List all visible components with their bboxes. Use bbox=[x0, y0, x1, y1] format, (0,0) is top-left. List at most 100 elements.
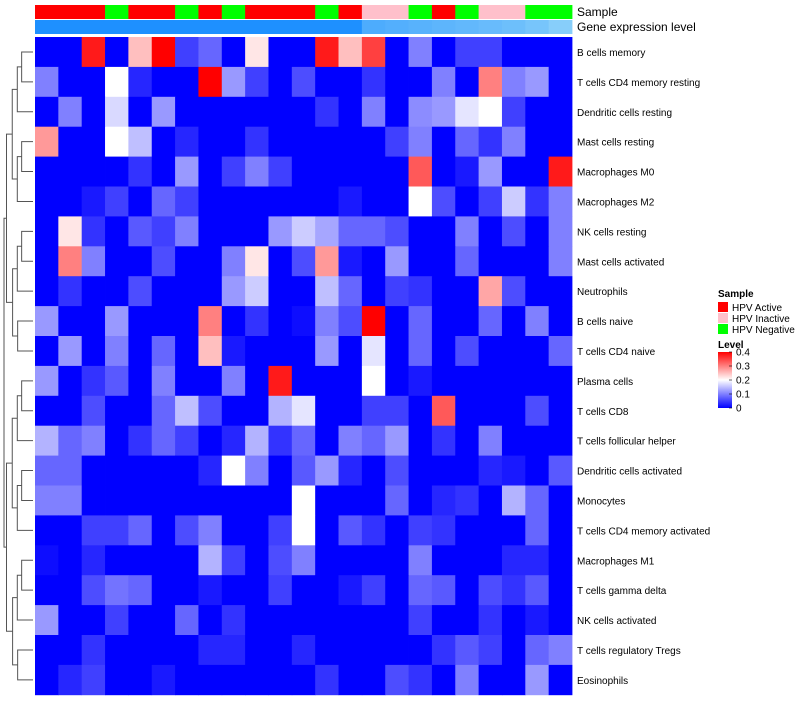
heatmap-cell bbox=[315, 635, 339, 666]
heatmap-cell bbox=[478, 336, 503, 367]
heatmap-cell bbox=[268, 365, 293, 397]
expression-annotation-cell bbox=[105, 20, 129, 34]
heatmap-cell bbox=[501, 605, 526, 636]
heatmap-cell bbox=[525, 575, 550, 606]
heatmap-cell bbox=[198, 395, 223, 427]
heatmap-cell bbox=[385, 37, 409, 68]
heatmap-cell bbox=[221, 306, 246, 337]
heatmap-cell bbox=[478, 575, 503, 606]
heatmap-cell bbox=[338, 66, 363, 98]
heatmap-cell bbox=[245, 186, 269, 217]
heatmap-cell bbox=[245, 96, 269, 128]
row-label: Mast cells resting bbox=[577, 138, 654, 149]
sample-track-label: Sample bbox=[577, 5, 618, 19]
heatmap-cell bbox=[198, 575, 223, 606]
heatmap-cell bbox=[128, 37, 153, 68]
heatmap-cell bbox=[408, 545, 433, 576]
heatmap-cell bbox=[198, 246, 223, 277]
heatmap-cell bbox=[151, 336, 176, 367]
heatmap-cell bbox=[128, 545, 153, 576]
heatmap-cell bbox=[58, 365, 83, 397]
heatmap-cell bbox=[525, 216, 550, 247]
heatmap-cell bbox=[385, 66, 409, 98]
heatmap-cell bbox=[128, 336, 153, 367]
row-label: Dendritic cells resting bbox=[577, 108, 672, 119]
expression-annotation-cell bbox=[548, 20, 573, 34]
heatmap-cell bbox=[81, 575, 106, 606]
sample-annotation-cell bbox=[268, 5, 293, 19]
heatmap-cell bbox=[81, 156, 106, 187]
heatmap-cell bbox=[315, 96, 339, 128]
heatmap-cell bbox=[268, 575, 293, 606]
heatmap-cell bbox=[361, 455, 386, 486]
heatmap-cell bbox=[431, 186, 456, 217]
heatmap-cell bbox=[175, 216, 199, 247]
heatmap-cell bbox=[81, 186, 106, 217]
heatmap-cells bbox=[35, 37, 573, 696]
row-label: T cells CD4 memory activated bbox=[577, 526, 710, 537]
heatmap-cell bbox=[245, 126, 269, 157]
heatmap-cell bbox=[408, 365, 433, 397]
heatmap-cell bbox=[408, 425, 433, 456]
heatmap-cell bbox=[431, 216, 456, 247]
heatmap-cell bbox=[408, 605, 433, 636]
sample-annotation-cell bbox=[455, 5, 480, 19]
heatmap-cell bbox=[175, 425, 199, 456]
dendrogram-branch bbox=[3, 217, 7, 548]
heatmap-cell bbox=[385, 216, 409, 247]
heatmap-cell bbox=[175, 126, 199, 157]
heatmap-cell bbox=[431, 37, 456, 68]
heatmap-cell bbox=[35, 66, 59, 98]
heatmap-cell bbox=[151, 186, 176, 217]
heatmap-cell bbox=[221, 395, 246, 427]
heatmap-cell bbox=[151, 156, 176, 187]
heatmap-cell bbox=[455, 37, 480, 68]
heatmap-cell bbox=[291, 575, 316, 606]
expression-annotation-cell bbox=[315, 20, 339, 34]
heatmap-cell bbox=[455, 365, 480, 397]
level-legend: Level 0.4 0.3 0.2 0.1 0 bbox=[718, 340, 750, 415]
heatmap-cell bbox=[128, 635, 153, 666]
expression-annotation-cell bbox=[431, 20, 456, 34]
row-label: Macrophages M1 bbox=[577, 556, 655, 567]
heatmap-cell bbox=[501, 515, 526, 546]
heatmap-cell bbox=[385, 365, 409, 397]
heatmap-cell bbox=[431, 664, 456, 696]
heatmap-cell bbox=[501, 37, 526, 68]
sample-annotation-cell bbox=[501, 5, 526, 19]
heatmap-cell bbox=[361, 66, 386, 98]
heatmap-cell bbox=[58, 66, 83, 98]
heatmap-cell bbox=[385, 246, 409, 277]
heatmap-cell bbox=[268, 156, 293, 187]
heatmap-cell bbox=[385, 126, 409, 157]
heatmap-cell bbox=[128, 186, 153, 217]
sample-legend-label: HPV Negative bbox=[732, 325, 795, 336]
heatmap-cell bbox=[431, 246, 456, 277]
heatmap-cell bbox=[175, 635, 199, 666]
sample-annotation-cell bbox=[151, 5, 176, 19]
sample-annotation-cell bbox=[478, 5, 503, 19]
row-label: Monocytes bbox=[577, 496, 625, 507]
heatmap-cell bbox=[361, 395, 386, 427]
heatmap-cell bbox=[315, 545, 339, 576]
heatmap-cell bbox=[35, 156, 59, 187]
sample-annotation-cell bbox=[81, 5, 106, 19]
heatmap-cell bbox=[455, 395, 480, 427]
heatmap-cell bbox=[455, 66, 480, 98]
heatmap-cell bbox=[478, 186, 503, 217]
heatmap-cell bbox=[525, 246, 550, 277]
heatmap-cell bbox=[245, 246, 269, 277]
level-legend-tick-label: 0.1 bbox=[736, 390, 750, 401]
heatmap-cell bbox=[408, 306, 433, 337]
row-dendrogram bbox=[3, 51, 33, 681]
heatmap-cell bbox=[221, 515, 246, 546]
heatmap-cell bbox=[81, 126, 106, 157]
heatmap-cell bbox=[455, 485, 480, 516]
heatmap-cell bbox=[221, 425, 246, 456]
heatmap-cell bbox=[338, 37, 363, 68]
heatmap-cell bbox=[408, 186, 433, 217]
heatmap-cell bbox=[268, 664, 293, 696]
heatmap-cell bbox=[455, 455, 480, 486]
sample-legend-label: HPV Inactive bbox=[732, 314, 790, 325]
heatmap-cell bbox=[105, 216, 129, 247]
